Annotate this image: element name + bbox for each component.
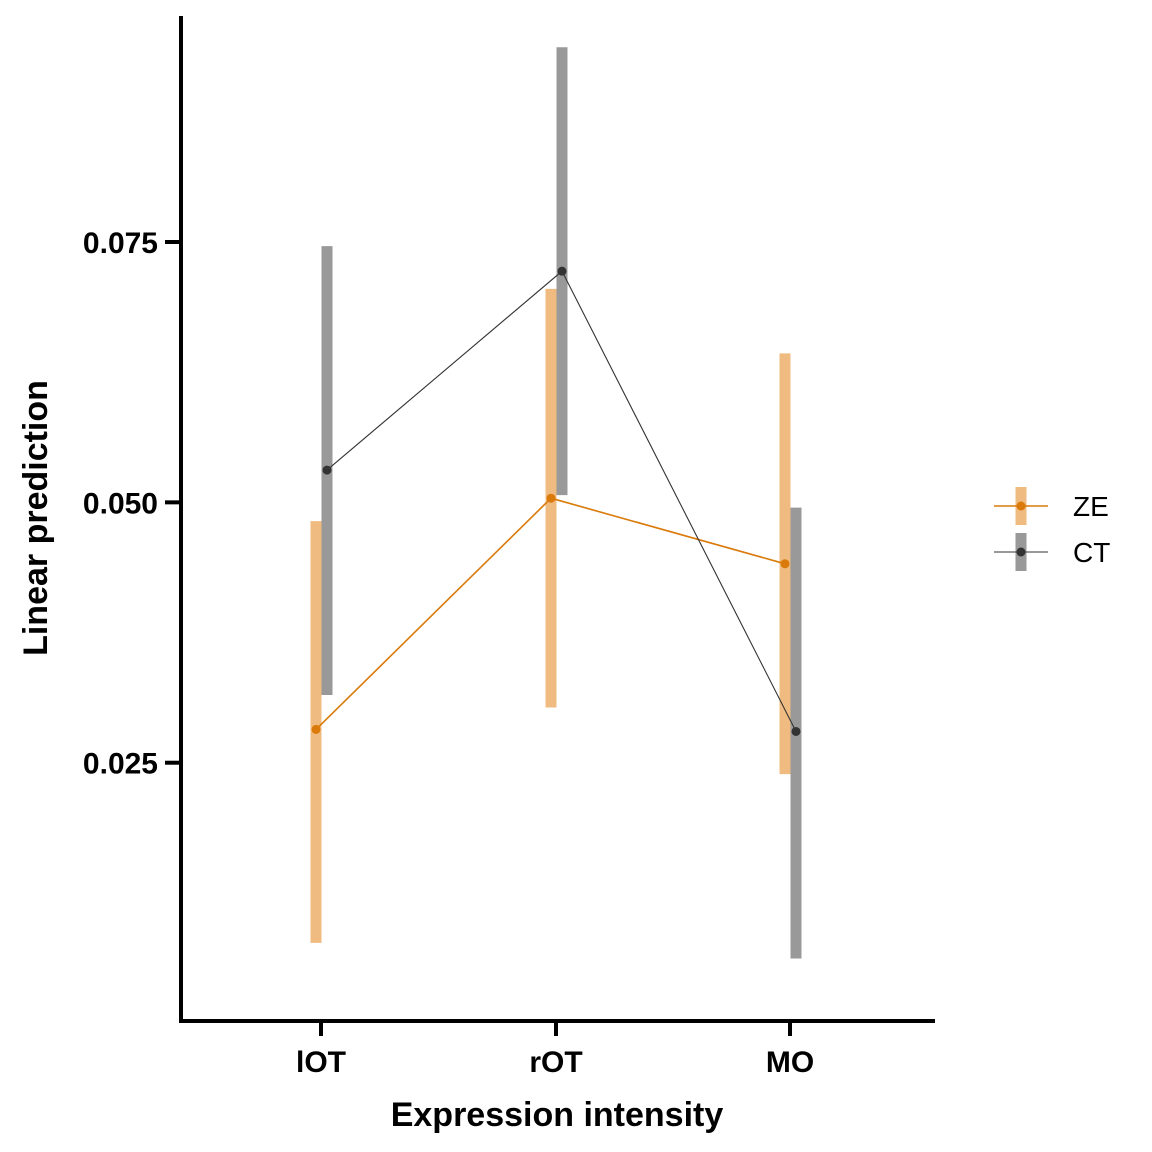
- y-axis-title: Linear prediction: [17, 380, 55, 656]
- data-point-ze: [311, 724, 321, 734]
- error-bars: [310, 47, 802, 959]
- data-point-ze: [546, 493, 556, 503]
- x-tick-label: lOT: [296, 1046, 346, 1079]
- x-axis-title: Expression intensity: [391, 1096, 724, 1134]
- data-point-ct: [791, 726, 801, 736]
- x-tick-label: rOT: [529, 1046, 582, 1079]
- legend: ZE CT: [994, 487, 1110, 571]
- x-ticks: lOT rOT MO: [296, 1021, 814, 1079]
- series-points: [311, 266, 801, 736]
- x-tick-label: MO: [766, 1046, 814, 1079]
- data-point-ct: [557, 266, 567, 276]
- y-tick-label: 0.075: [83, 227, 158, 260]
- legend-swatch-point-ct: [1016, 547, 1026, 557]
- y-ticks: 0.025 0.050 0.075: [83, 227, 181, 781]
- legend-label-ct: CT: [1073, 537, 1110, 568]
- legend-swatch-point-ze: [1016, 501, 1026, 511]
- legend-label-ze: ZE: [1073, 491, 1109, 522]
- data-point-ze: [780, 559, 790, 569]
- data-point-ct: [322, 465, 332, 475]
- y-tick-label: 0.050: [83, 487, 158, 520]
- y-tick-label: 0.025: [83, 748, 158, 781]
